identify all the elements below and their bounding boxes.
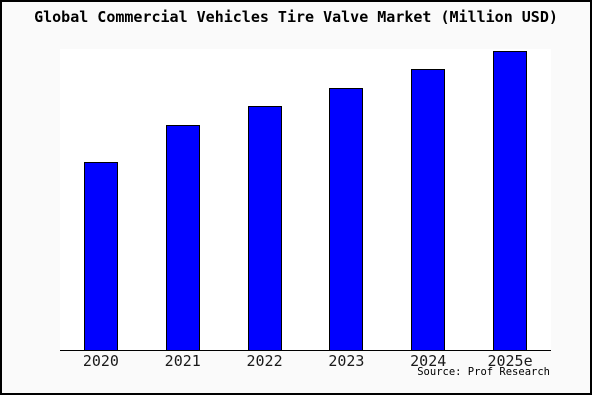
x-tick-label-2023: 2023 (328, 352, 365, 370)
bar-slot (60, 49, 142, 350)
bar-2022 (247, 106, 282, 350)
bar-2025e (493, 51, 528, 350)
bar-slot (387, 49, 469, 350)
bar-slot (224, 49, 306, 350)
bar-slot (469, 49, 551, 350)
source-credit: Source: Prof Research (417, 366, 550, 378)
chart-frame: Global Commercial Vehicles Tire Valve Ma… (0, 0, 592, 395)
x-tick-label-2025e: 2025e (487, 352, 533, 370)
x-tick-label-2020: 2020 (82, 352, 119, 370)
chart-title: Global Commercial Vehicles Tire Valve Ma… (34, 8, 558, 26)
bar-slot (305, 49, 387, 350)
bar-2023 (329, 88, 364, 350)
x-tick-label-2021: 2021 (164, 352, 201, 370)
bar-2020 (83, 162, 118, 350)
bar-2024 (411, 69, 446, 350)
bar-2021 (165, 124, 200, 350)
x-tick-label-2022: 2022 (246, 352, 283, 370)
plot-area (60, 49, 551, 351)
x-tick-label-2024: 2024 (410, 352, 447, 370)
x-axis-tick-labels: 2020 2021 2022 2023 2024 2025e (60, 352, 551, 370)
bar-slot (142, 49, 224, 350)
